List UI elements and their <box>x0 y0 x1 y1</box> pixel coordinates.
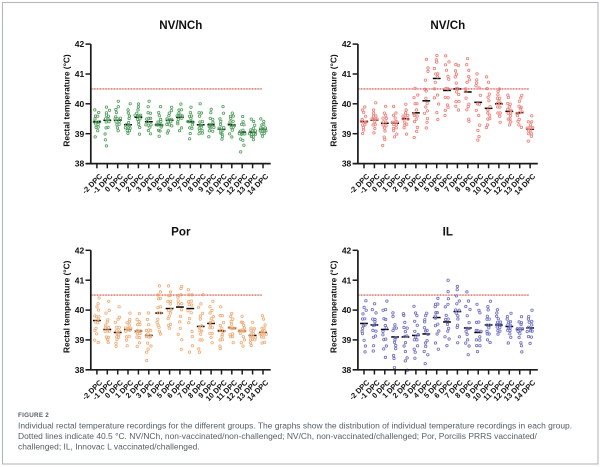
svg-text:39: 39 <box>75 335 85 345</box>
svg-text:NV/NCh: NV/NCh <box>159 19 202 32</box>
svg-text:Rectal temperature (°C): Rectal temperature (°C) <box>329 54 339 147</box>
svg-text:42: 42 <box>75 245 85 255</box>
svg-text:38: 38 <box>342 365 352 375</box>
svg-text:Rectal temperature (°C): Rectal temperature (°C) <box>62 54 72 147</box>
svg-text:40: 40 <box>75 305 85 315</box>
svg-text:challenged; IL, Innovac L vacc: challenged; IL, Innovac L vaccinated/cha… <box>18 442 200 452</box>
svg-text:Dotted lines indicate 40.5 °C.: Dotted lines indicate 40.5 °C. NV/NCh, n… <box>18 431 537 441</box>
svg-text:39: 39 <box>342 335 352 345</box>
svg-text:39: 39 <box>75 129 85 139</box>
svg-text:38: 38 <box>75 159 85 169</box>
svg-text:42: 42 <box>342 245 352 255</box>
svg-text:39: 39 <box>342 129 352 139</box>
svg-text:42: 42 <box>342 39 352 49</box>
svg-text:Individual rectal temperature: Individual rectal temperature recordings… <box>18 420 572 430</box>
svg-text:FIGURE 2: FIGURE 2 <box>18 412 49 419</box>
svg-text:40: 40 <box>342 99 352 109</box>
svg-text:IL: IL <box>443 225 453 238</box>
svg-text:38: 38 <box>342 159 352 169</box>
svg-text:40: 40 <box>342 305 352 315</box>
svg-text:42: 42 <box>75 39 85 49</box>
svg-text:38: 38 <box>75 365 85 375</box>
svg-text:41: 41 <box>342 69 352 79</box>
svg-text:NV/Ch: NV/Ch <box>430 19 465 32</box>
svg-text:Rectal temperature (°C): Rectal temperature (°C) <box>62 260 72 353</box>
svg-text:41: 41 <box>342 275 352 285</box>
svg-text:Rectal temperature (°C): Rectal temperature (°C) <box>329 260 339 353</box>
svg-text:41: 41 <box>75 275 85 285</box>
svg-text:41: 41 <box>75 69 85 79</box>
svg-text:40: 40 <box>75 99 85 109</box>
svg-text:Por: Por <box>171 225 191 238</box>
